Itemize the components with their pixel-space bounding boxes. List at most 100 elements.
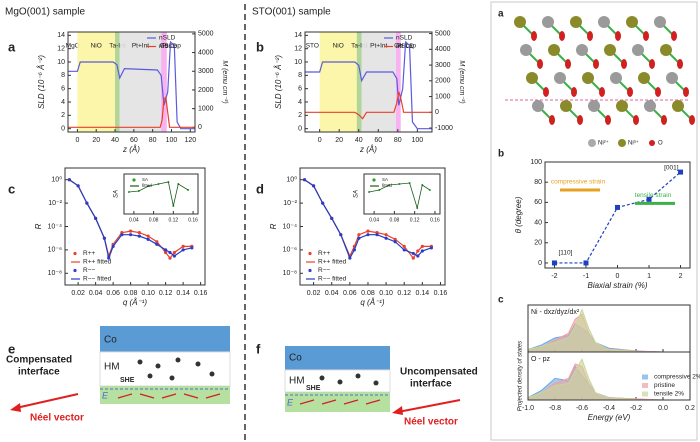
y-axis-label: Projected density of states bbox=[518, 341, 524, 411]
atom bbox=[588, 100, 600, 112]
y-tick-label: 0 bbox=[538, 260, 542, 267]
legend-swatch bbox=[642, 391, 648, 397]
y-axis-label: R bbox=[34, 223, 43, 229]
legend-label: nSLD bbox=[159, 35, 176, 42]
y-tick-label: 10⁻⁸ bbox=[48, 270, 62, 277]
y2-tick-label: -1000 bbox=[435, 125, 453, 132]
oxygen bbox=[655, 87, 661, 97]
x-tick-label: 120 bbox=[184, 137, 196, 144]
series-line bbox=[305, 40, 432, 130]
vector-label: Néel vector bbox=[30, 413, 84, 424]
x-tick-label: 40 bbox=[355, 137, 363, 144]
legend-label: fitted bbox=[382, 183, 392, 188]
y2-tick-label: 5000 bbox=[435, 30, 451, 37]
atom bbox=[666, 72, 678, 84]
oxygen bbox=[633, 115, 639, 125]
x-tick-label: 0.08 bbox=[149, 217, 159, 223]
x-tick-label: 0.04 bbox=[129, 217, 139, 223]
atom bbox=[638, 72, 650, 84]
oxygen bbox=[543, 87, 549, 97]
y2-axis-label: M (emu cm⁻³) bbox=[458, 60, 465, 103]
annotation: compressive strain bbox=[551, 179, 606, 186]
y2-tick-label: 4000 bbox=[198, 49, 214, 56]
region-label: Co bbox=[394, 43, 403, 50]
atom bbox=[672, 100, 684, 112]
x-tick-label: -0.2 bbox=[630, 405, 642, 412]
co-layer bbox=[100, 326, 230, 352]
panel-label: a bbox=[498, 9, 504, 20]
co-layer bbox=[285, 346, 390, 370]
field-label: E bbox=[287, 397, 294, 407]
y2-tick-label: 0 bbox=[435, 109, 439, 116]
x-axis-label: Energy (eV) bbox=[588, 413, 631, 422]
region-label: Pt+Int bbox=[370, 43, 387, 50]
x-tick-label: 0.08 bbox=[390, 217, 400, 223]
marker bbox=[583, 260, 589, 266]
x-tick-label: 20 bbox=[335, 137, 343, 144]
arrowhead bbox=[10, 403, 21, 412]
x-tick-label: 0.16 bbox=[434, 290, 448, 297]
y-tick-label: 10⁻⁴ bbox=[48, 223, 63, 230]
legend-label: Ni³⁺ bbox=[628, 140, 639, 147]
oxygen bbox=[537, 59, 543, 69]
schematic-f: Co HM SHE E Uncompensated interface Néel… bbox=[284, 346, 478, 428]
plot-frame bbox=[123, 173, 199, 215]
y-tick-label: 10 bbox=[294, 59, 302, 66]
crystal-structure bbox=[505, 16, 695, 125]
x-tick-label: 40 bbox=[111, 137, 119, 144]
x-tick-label: -0.8 bbox=[549, 405, 561, 412]
region bbox=[356, 32, 362, 132]
atom bbox=[610, 72, 622, 84]
legend-label: R−− bbox=[318, 267, 330, 274]
x-tick-label: 0.14 bbox=[416, 290, 430, 297]
plot-frame bbox=[304, 31, 433, 133]
oxygen bbox=[671, 31, 677, 41]
plot-frame bbox=[299, 167, 446, 286]
region bbox=[161, 32, 167, 132]
legend-label: compressive 2% bbox=[654, 374, 700, 381]
plot-frame bbox=[67, 31, 196, 133]
plot-area bbox=[364, 174, 440, 214]
x-tick-label: 0.10 bbox=[141, 290, 155, 297]
interface-label: interface bbox=[18, 367, 60, 378]
region bbox=[77, 32, 116, 132]
legend-label: nSLD bbox=[396, 35, 413, 42]
layer-label: HM bbox=[289, 376, 305, 387]
series-line bbox=[368, 182, 431, 210]
atom bbox=[660, 44, 672, 56]
neel-arrow bbox=[15, 393, 79, 409]
x-tick-label: -0.6 bbox=[576, 405, 588, 412]
x-tick-label: 80 bbox=[149, 137, 157, 144]
x-tick-label: 0.02 bbox=[71, 290, 85, 297]
oxygen bbox=[649, 59, 655, 69]
legend-label: R−− fitted bbox=[318, 276, 347, 283]
x-axis-label: Biaxial strain (%) bbox=[587, 281, 647, 290]
interface-layer bbox=[100, 386, 230, 404]
legend-label: fitted bbox=[142, 183, 152, 188]
x-tick-label: 20 bbox=[92, 137, 100, 144]
x-axis-label: z (Å) bbox=[122, 145, 140, 154]
y-axis-label: SLD (10⁻⁶ Å⁻²) bbox=[37, 55, 46, 109]
atom bbox=[654, 16, 666, 28]
region bbox=[395, 32, 401, 132]
legend-label: SA bbox=[142, 177, 148, 182]
y-tick-label: 6 bbox=[61, 86, 65, 93]
effect-label: SHE bbox=[306, 385, 321, 392]
y-tick-label: 12 bbox=[57, 46, 65, 53]
x-tick-label: 0.2 bbox=[685, 405, 695, 412]
x-tick-label: 0.06 bbox=[106, 290, 120, 297]
layer-label: Co bbox=[104, 335, 117, 346]
y-tick-label: 8 bbox=[61, 72, 65, 79]
oxygen bbox=[599, 87, 605, 97]
vector-label: Néel vector bbox=[404, 417, 458, 428]
y2-axis-label: M (emu cm⁻³) bbox=[221, 60, 228, 103]
y-tick-label: 4 bbox=[61, 99, 65, 106]
y2-tick-label: 1000 bbox=[198, 105, 214, 112]
chart: -1.0 -0.8 -0.6 -0.4 -0.2 0.0 0.2 Energy (eV) O -… bbox=[522, 351, 700, 422]
y-tick-label: 6 bbox=[298, 86, 302, 93]
x-tick-label: 0.16 bbox=[188, 217, 198, 223]
y2-tick-label: 3000 bbox=[198, 68, 214, 75]
x-tick-label: 0.12 bbox=[159, 290, 173, 297]
